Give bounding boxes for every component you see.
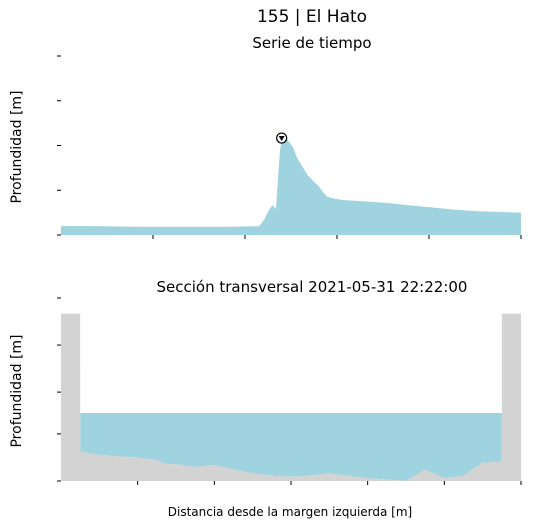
cross-section-plot-area <box>57 298 521 485</box>
time-series-chart: Serie de tiempo Profundidad [m] <box>9 34 521 239</box>
time-series-y-label: Profundidad [m] <box>9 90 25 203</box>
figure-title: 155 | El Hato <box>257 7 367 27</box>
cross-section-chart: Sección transversal 2021-05-31 22:22:00 … <box>9 278 521 519</box>
depth-series-area <box>61 138 521 235</box>
cross-section-title: Sección transversal 2021-05-31 22:22:00 <box>157 278 468 296</box>
time-series-plot-area <box>57 56 521 239</box>
cross-section-x-label: Distancia desde la margen izquierda [m] <box>168 505 412 519</box>
time-series-title: Serie de tiempo <box>252 34 371 52</box>
cross-section-y-label: Profundidad [m] <box>9 334 25 447</box>
